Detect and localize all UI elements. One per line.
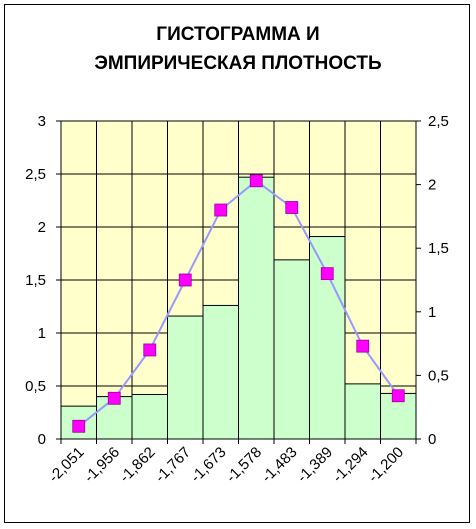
chart-title: ГИСТОГРАММА И ЭМПИРИЧЕСКАЯ ПЛОТНОСТЬ	[0, 20, 476, 78]
histogram-bar	[273, 259, 310, 440]
histogram-bar	[131, 393, 168, 440]
x-axis-tick-label: -1,389	[294, 444, 336, 486]
x-axis-tick-label: -2,051	[45, 444, 87, 486]
x-axis-tick-label: -1,578	[223, 444, 265, 486]
x-axis-tick-label: -1,862	[116, 444, 158, 486]
right-axis-tick-label: 2,5	[428, 113, 449, 130]
left-axis-tick-label: 0,5	[25, 378, 46, 395]
x-axis-tick-label: -1,767	[152, 444, 194, 486]
left-axis-tick-label: 3	[38, 113, 46, 130]
density-marker	[72, 419, 86, 433]
chart-title-line-1: ГИСТОГРАММА И	[156, 24, 320, 45]
histogram-bar	[309, 236, 346, 440]
density-marker	[356, 339, 370, 353]
chart-title-line-2: ЭМПИРИЧЕСКАЯ ПЛОТНОСТЬ	[94, 53, 382, 74]
x-axis-tick-label: -1,673	[187, 444, 229, 486]
left-axis-tick-label: 1	[38, 325, 46, 342]
density-marker	[249, 174, 263, 188]
density-markers-layer	[72, 174, 405, 433]
density-marker	[107, 391, 121, 405]
histogram-bar	[202, 304, 239, 440]
density-marker	[391, 389, 405, 403]
left-axis-tick-label: 0	[38, 431, 46, 448]
right-axis-tick-label: 0,5	[428, 367, 449, 384]
density-marker	[178, 273, 192, 287]
x-axis-tick-label: -1,483	[258, 444, 300, 486]
right-axis-tick-label: 1,5	[428, 240, 449, 257]
left-axis-tick-label: 1,5	[25, 272, 46, 289]
right-axis-tick-label: 1	[428, 304, 436, 321]
density-marker	[320, 267, 334, 281]
density-line-layer	[78, 179, 400, 428]
left-axis-tick-label: 2,5	[25, 166, 46, 183]
x-axis-tick-label: -1,956	[81, 444, 123, 486]
histogram-bar	[238, 176, 275, 440]
histogram-bar	[344, 383, 381, 440]
histogram-bar	[167, 315, 204, 440]
right-axis-tick-label: 2	[428, 177, 436, 194]
x-axis-tick-label: -1,294	[329, 444, 371, 486]
density-marker	[285, 201, 299, 214]
density-line	[78, 179, 400, 428]
x-axis-tick-label: -1,200	[365, 444, 407, 486]
density-marker	[143, 343, 157, 357]
right-axis-tick-label: 0	[428, 431, 436, 448]
density-marker	[214, 203, 228, 217]
left-axis-tick-label: 2	[38, 219, 46, 236]
